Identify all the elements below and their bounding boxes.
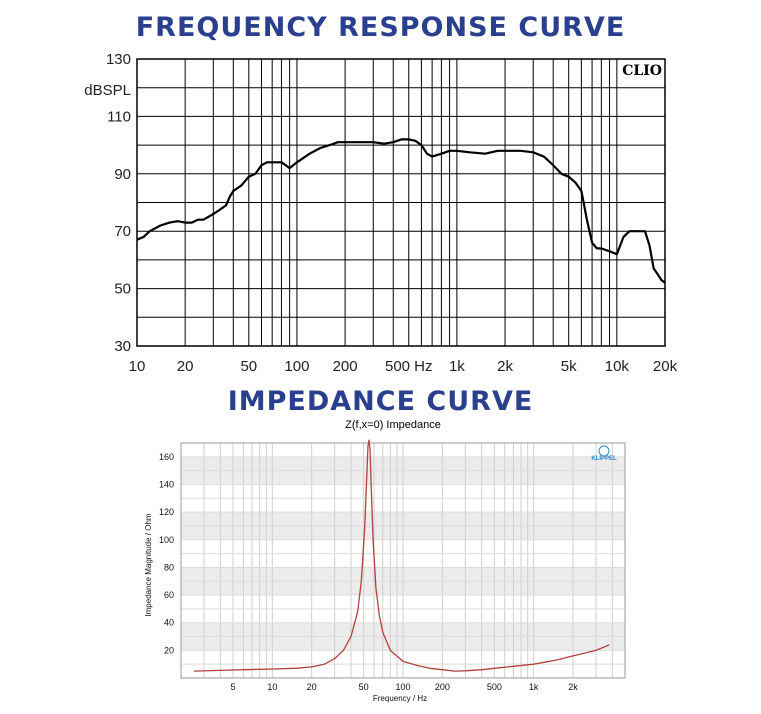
freq-x-tick-label: 20k <box>653 358 678 375</box>
imp-y-tick-label: 120 <box>159 507 174 517</box>
imp-plot-frame <box>180 442 626 679</box>
freq-x-tick-label: 2k <box>497 358 513 375</box>
freq-x-tick-label: 100 <box>284 358 309 375</box>
freq-y-tick-label: 50 <box>114 281 131 298</box>
impedance-plot: Z(f,x=0) Impedance 20 40 60 80 100 120 140 160 5 1… <box>144 419 626 703</box>
imp-y-tick-label: 80 <box>164 562 174 572</box>
impedance-chart-title: Z(f,x=0) Impedance <box>345 419 441 431</box>
imp-y-tick-label: 160 <box>159 452 174 462</box>
freq-x-tick-label: 50 <box>240 358 257 375</box>
freq-x-tick-label: 10k <box>605 358 630 375</box>
clio-badge: CLIO <box>622 63 662 79</box>
klippel-logo-icon <box>598 445 610 457</box>
freq-y-tick-label: 130 <box>106 51 131 68</box>
impedance-curve-heading: IMPEDANCE CURVE <box>227 386 534 417</box>
imp-x-axis-label: Frequency / Hz <box>373 694 427 703</box>
freq-response-curve <box>136 138 666 284</box>
impedance-curve <box>193 439 610 672</box>
imp-x-tick-label: 50 <box>359 682 369 692</box>
freq-x-tick-label: 500 Hz <box>385 358 433 375</box>
freq-y-tick-label: 110 <box>107 108 131 125</box>
imp-y-axis-label: Impedance Magnitude / Ohm <box>144 513 153 617</box>
imp-x-tick-label: 5 <box>230 682 235 692</box>
imp-y-tick-label: 20 <box>164 645 174 655</box>
freq-y-axis-label: dBSPL <box>84 82 131 99</box>
imp-x-tick-label: 2k <box>568 682 578 692</box>
freq-x-tick-label: 200 <box>333 358 358 375</box>
imp-x-tick-label: 10 <box>267 682 277 692</box>
frequency-response-plot: 30 50 70 90 110 130 dBSPL 10 20 50 100 200 500 Hz 1k 2… <box>84 51 677 375</box>
imp-x-tick-label: 500 <box>487 682 502 692</box>
freq-y-tick-label: 30 <box>114 338 131 355</box>
frequency-response-heading: FREQUENCY RESPONSE CURVE <box>135 12 626 43</box>
imp-y-tick-label: 60 <box>164 590 174 600</box>
imp-x-tick-label: 20 <box>307 682 317 692</box>
imp-x-tick-label: 200 <box>435 682 450 692</box>
freq-x-tick-label: 5k <box>561 358 577 375</box>
klippel-badge: KLIPPEL <box>591 456 617 462</box>
freq-x-tick-label: 1k <box>449 358 465 375</box>
freq-y-tick-label: 70 <box>114 223 131 240</box>
freq-x-tick-label: 10 <box>129 358 146 375</box>
imp-y-tick-label: 40 <box>164 618 174 628</box>
imp-y-tick-label: 100 <box>159 535 174 545</box>
imp-y-tick-label: 140 <box>159 479 174 489</box>
imp-x-tick-label: 100 <box>395 682 410 692</box>
freq-x-tick-label: 20 <box>177 358 194 375</box>
imp-x-tick-label: 1k <box>529 682 539 692</box>
clio-badge-bg <box>618 60 664 78</box>
freq-y-tick-label: 90 <box>114 166 131 183</box>
